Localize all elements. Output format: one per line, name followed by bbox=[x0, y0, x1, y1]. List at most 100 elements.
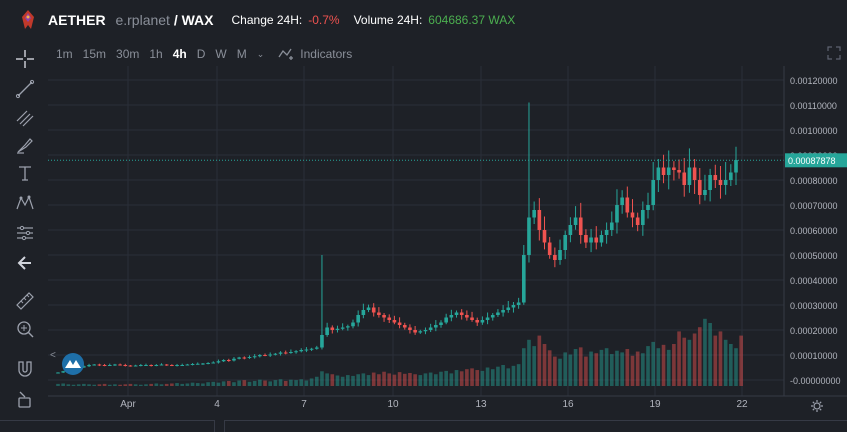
interval-1m[interactable]: 1m bbox=[56, 47, 73, 61]
fullscreen-icon[interactable] bbox=[827, 46, 841, 65]
interval-1h[interactable]: 1h bbox=[149, 47, 163, 61]
volume-bar bbox=[413, 374, 417, 386]
candle-body bbox=[252, 356, 257, 358]
candle-body bbox=[144, 365, 148, 366]
candle-body bbox=[470, 317, 474, 320]
volume-bar bbox=[547, 350, 552, 386]
time-tick-label: 22 bbox=[736, 399, 748, 410]
volume-bar bbox=[382, 371, 386, 386]
volume-bar bbox=[366, 375, 371, 386]
pattern-icon[interactable] bbox=[14, 192, 36, 214]
volume-bar bbox=[66, 384, 71, 386]
brush-icon[interactable] bbox=[14, 134, 36, 156]
candle-body bbox=[242, 357, 247, 359]
volume-bar bbox=[76, 384, 81, 386]
candle-body bbox=[211, 362, 216, 364]
volume-bar bbox=[268, 381, 273, 386]
volume-bar bbox=[428, 372, 433, 386]
interval-30m[interactable]: 30m bbox=[116, 47, 140, 61]
measure-icon[interactable] bbox=[14, 222, 36, 244]
indicators-label: Indicators bbox=[300, 47, 353, 61]
candle-body bbox=[382, 315, 386, 318]
interval-4h[interactable]: 4h bbox=[172, 47, 187, 61]
time-tick-label: 7 bbox=[301, 399, 307, 410]
candle-body bbox=[594, 237, 599, 243]
volume-bar bbox=[449, 373, 454, 386]
trendline-icon[interactable] bbox=[14, 78, 36, 100]
volume-bar bbox=[615, 350, 619, 386]
text-icon[interactable] bbox=[14, 162, 36, 184]
candle-body bbox=[102, 365, 107, 366]
price-tick-label: 0.00120000 bbox=[790, 76, 838, 86]
candle-body bbox=[620, 197, 624, 205]
chart-header: AETHER e.rplanet / WAX Change 24H: -0.7% … bbox=[0, 0, 847, 40]
candle-body bbox=[97, 364, 102, 366]
fib-icon[interactable] bbox=[14, 106, 36, 128]
volume-bar bbox=[599, 349, 604, 386]
volume-bar bbox=[558, 358, 562, 386]
price-tick-label: 0.00070000 bbox=[790, 201, 838, 211]
volume-bar bbox=[651, 341, 656, 386]
candle-body bbox=[92, 364, 97, 366]
candle-body bbox=[263, 355, 267, 356]
volume-bar bbox=[703, 318, 707, 386]
candle-body bbox=[206, 363, 210, 364]
ruler-icon[interactable] bbox=[14, 290, 36, 312]
time-tick-label: 4 bbox=[214, 399, 220, 410]
zoom-in-icon[interactable] bbox=[14, 318, 36, 340]
price-chart[interactable]: 0.001200000.001100000.001000000.00090000… bbox=[48, 66, 847, 416]
candlestick-chart-svg[interactable]: 0.001200000.001100000.001000000.00090000… bbox=[48, 66, 847, 416]
volume-bar bbox=[625, 349, 630, 386]
candle-body bbox=[729, 172, 733, 180]
time-tick-label: 16 bbox=[562, 399, 574, 410]
change-label: Change 24H: bbox=[231, 13, 303, 27]
volume-bar bbox=[190, 382, 195, 386]
interval-m[interactable]: M bbox=[236, 47, 247, 61]
token-logo-icon bbox=[16, 8, 40, 32]
volume-bar bbox=[630, 355, 635, 386]
volume-bar bbox=[237, 380, 241, 386]
candle-body bbox=[325, 327, 329, 335]
candle-body bbox=[247, 357, 252, 358]
interval-d[interactable]: D bbox=[196, 47, 206, 61]
volume-bar bbox=[656, 348, 661, 386]
volume-bar bbox=[242, 380, 247, 386]
volume-bar bbox=[82, 383, 86, 386]
crosshair-icon[interactable] bbox=[14, 48, 36, 70]
volume-bar bbox=[164, 383, 169, 386]
magnet-icon[interactable] bbox=[14, 358, 36, 380]
volume-bar bbox=[195, 383, 200, 386]
lock-icon[interactable] bbox=[14, 388, 36, 410]
volume-bar bbox=[408, 372, 412, 386]
candle-body bbox=[521, 255, 526, 303]
volume-bar bbox=[232, 382, 236, 386]
interval-15m[interactable]: 15m bbox=[82, 47, 107, 61]
candle-body bbox=[118, 364, 122, 366]
chevron-down-icon[interactable]: ⌄ bbox=[256, 48, 265, 59]
back-arrow-icon[interactable] bbox=[14, 252, 36, 274]
candle-body bbox=[718, 180, 723, 185]
candle-body bbox=[485, 317, 490, 320]
candle-body bbox=[190, 364, 195, 365]
volume-bar bbox=[718, 331, 723, 386]
interval-w[interactable]: W bbox=[215, 47, 227, 61]
volume-bar bbox=[128, 383, 133, 386]
volume-bar bbox=[573, 349, 578, 386]
volume-bar bbox=[180, 383, 185, 386]
volume-bar bbox=[672, 344, 676, 386]
volume-bar bbox=[170, 383, 174, 386]
interval-bar: 1m 15m 30m 1h 4h D W M ⌄ Indicators bbox=[56, 44, 372, 64]
candle-body bbox=[289, 352, 293, 353]
candle-body bbox=[677, 170, 681, 173]
candle-body bbox=[646, 205, 650, 210]
volume-bar bbox=[708, 323, 712, 386]
pair-title[interactable]: AETHER e.rplanet / WAX bbox=[48, 12, 214, 28]
indicators-button[interactable]: Indicators bbox=[278, 47, 362, 61]
volume-bar bbox=[201, 383, 205, 386]
candle-body bbox=[630, 212, 635, 218]
candle-body bbox=[299, 350, 304, 352]
volume-bar bbox=[423, 373, 428, 386]
last-price-tag-label: 0.00087878 bbox=[788, 156, 836, 166]
volume-bar bbox=[278, 379, 283, 386]
candle-body bbox=[408, 327, 412, 330]
